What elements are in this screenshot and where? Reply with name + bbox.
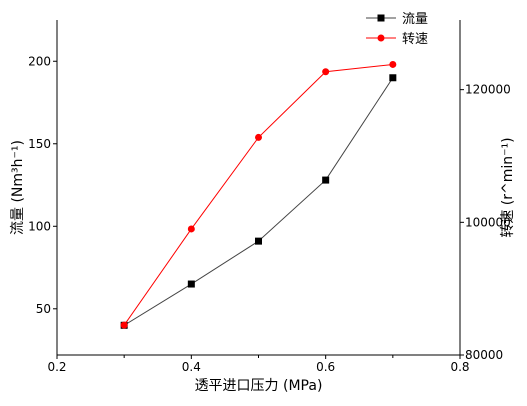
series-group [120,60,397,329]
x-tick-label: 0.4 [182,360,201,374]
legend-label-2: 转速 [402,32,428,47]
x-tick-label: 0.6 [316,360,335,374]
y-left-tick-label: 50 [36,302,51,316]
x-tick-label: 0.2 [47,360,66,374]
legend-marker-2 [377,34,385,42]
data-point-series-1 [187,280,195,288]
data-point-series-2 [120,321,128,329]
y-right-tick-label: 120000 [465,83,511,97]
y-right-tick-label: 100000 [465,215,511,229]
y-left-tick-label: 150 [28,137,51,151]
data-point-series-1 [255,237,262,245]
tick-marks: 0.2 0.4 0.6 0.8 50 100 150 200 80000 100000 120000 [28,54,511,374]
data-point-series-2 [389,60,397,68]
series-line-1 [123,77,394,326]
data-point-series-2 [187,225,195,233]
y-left-tick-label: 100 [28,219,51,233]
data-point-series-1 [322,176,330,184]
legend-label-1: 流量 [402,12,428,27]
y-right-tick-label: 80000 [465,348,503,362]
legend-marker-1 [377,14,385,22]
x-axis-title: 透平进口压力 (MPa) [195,378,323,394]
y-right-axis-title: 转速 (r^min⁻¹) [500,137,516,237]
series-line-2 [123,63,393,326]
data-point-series-1 [389,74,397,82]
x-tick-label: 0.8 [450,360,469,374]
axes: 透平进口压力 (MPa) 流量 (Nm³h⁻¹) 转速 (r^min⁻¹) [10,20,516,394]
data-point-series-2 [255,133,262,141]
y-left-tick-label: 200 [28,54,51,68]
y-left-axis-title: 流量 (Nm³h⁻¹) [10,140,26,235]
data-point-series-2 [322,68,330,76]
